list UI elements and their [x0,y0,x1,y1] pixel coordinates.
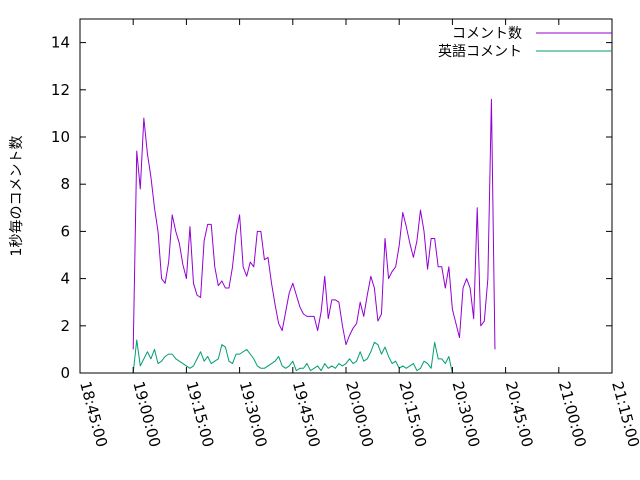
x-axis: 18:45:00 19:00:00 19:15:00 19:30:00 19:45:00… [76,19,640,449]
y-tick-label: 12 [51,81,70,99]
y-tick-label: 8 [60,175,70,193]
x-tick-label: 21:15:00 [608,379,640,449]
x-tick-label: 18:45:00 [76,379,111,449]
y-tick-label: 6 [60,222,70,240]
y-axis: 0 2 4 6 8 10 12 14 [51,34,612,382]
x-tick-label: 20:30:00 [449,379,484,449]
y-axis-title: 1秒毎のコメント数 [9,136,25,257]
y-tick-label: 14 [51,34,70,52]
plot-lines [132,98,496,374]
legend-label: 英語コメント [438,43,522,60]
x-tick-label: 19:45:00 [289,379,324,449]
x-tick-label: 20:45:00 [502,379,537,449]
y-tick-label: 10 [51,128,70,146]
y-tick-label: 2 [60,317,70,335]
x-tick-label: 19:15:00 [183,379,218,449]
legend-label: コメント数 [452,26,522,42]
plot-frame [79,18,613,374]
x-tick-label: 20:15:00 [395,379,430,449]
y-tick-label: 0 [60,364,70,382]
x-tick-label: 20:00:00 [342,379,377,449]
x-tick-label: 19:30:00 [236,379,271,449]
x-tick-label: 19:00:00 [129,379,164,449]
y-tick-label: 4 [60,270,70,288]
series-line-1 [132,98,496,350]
x-tick-label: 21:00:00 [555,379,590,449]
